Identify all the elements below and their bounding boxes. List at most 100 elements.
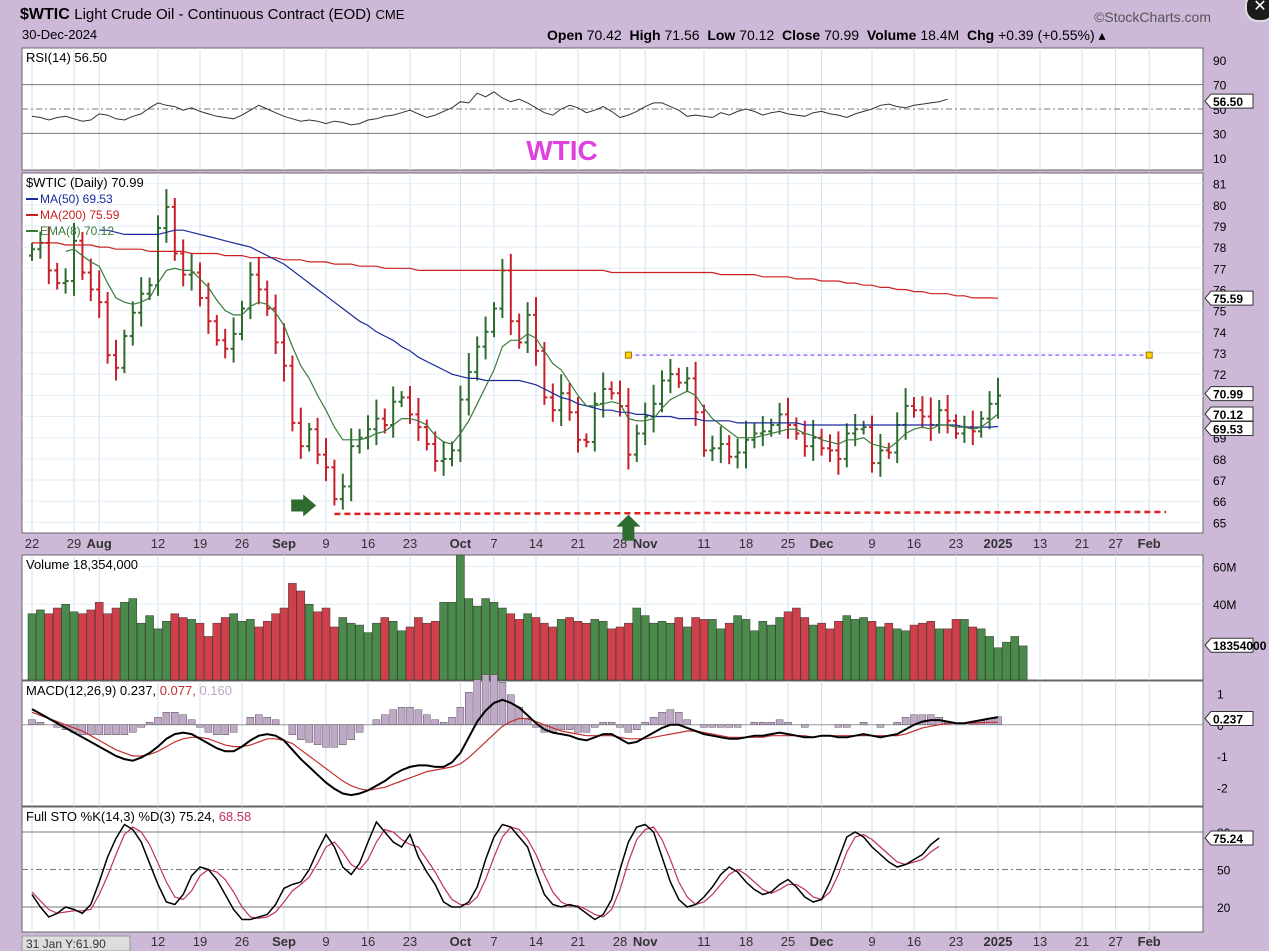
macd-histogram-bar [112,724,120,735]
macd-histogram-bar [204,724,213,733]
macd-histogram-bar [994,716,1002,725]
volume-bar [775,617,784,681]
macd-histogram-bar [649,717,658,725]
macd-histogram-bar [355,724,364,733]
volume-bar [598,621,608,681]
macd-histogram-bar [565,724,574,730]
price-label: 75.59 [1213,292,1243,306]
volume-bar [792,607,801,681]
macd-histogram-bar [145,722,154,725]
rsi-y-tick: 30 [1213,127,1227,141]
volume-bar [716,628,726,681]
price-label-tag [1204,290,1254,306]
macd-histogram-bar [263,717,271,725]
x-tick-label: 19 [193,934,207,949]
volume-bar [346,622,356,681]
macd-histogram-bar [801,724,809,728]
price-title: $WTIC (Daily) 70.99 [26,175,144,190]
volume-bar [834,621,843,681]
volume-bar [69,611,79,681]
volume-bar [78,613,87,681]
overlay-label: WTIC [526,135,598,166]
x-tick-label: 19 [193,536,207,551]
macd-last-value-tag [1204,711,1254,726]
close-icon[interactable]: ✕ [1245,0,1269,22]
macd-histogram-bar [221,724,229,735]
x-tick-label: 14 [529,536,543,551]
volume-bar [111,607,121,681]
price-y-tick: 67 [1213,474,1227,488]
x-tick-label: Feb [1138,934,1161,949]
volume-bar [212,622,222,681]
x-tick-label: 16 [907,536,921,551]
volume-bar [985,636,994,681]
rsi-last-value: 56.50 [1213,95,1243,109]
volume-bar [338,617,348,681]
macd-histogram-bar [523,719,532,725]
volume-title: Volume 18,354,000 [26,557,138,572]
volume-bar [288,583,297,681]
volume-bar [498,607,507,681]
volume-bar [918,622,927,681]
sto-k-line [31,820,940,921]
rsi-title: RSI(14) 56.50 [26,50,107,65]
volume-bar [397,630,406,681]
x-tick-label: 11 [697,536,711,551]
macd-histogram-bar [607,722,616,725]
x-tick-label: 13 [1033,934,1047,949]
resistance-handle [624,351,632,359]
volume-bar [758,621,768,681]
macd-last-value: 0.237 [1213,713,1243,727]
volume-bar [36,609,45,681]
x-tick-label: 18 [739,536,753,551]
legend-entry: EMA(8) 70.12 [40,224,114,238]
macd-signal-value: 0.077, [160,683,200,698]
x-tick-label: Feb [1138,536,1161,551]
macd-histogram-bar [717,724,725,728]
volume-bar [44,613,54,681]
low-label: Low [707,27,736,43]
x-tick-label: Nov [633,536,658,551]
volume-bar [514,619,524,681]
price-label: 70.12 [1213,408,1243,422]
green-arrow-right-icon [291,494,317,517]
volume-bar [447,602,457,681]
volume-value: 18.4M [920,27,960,43]
macd-histogram-bar [196,724,204,728]
x-tick-label: 25 [781,934,795,949]
ohlc-summary: Open 70.42 High 71.56 Low 70.12 Close 70… [547,27,1106,44]
volume-bar [548,626,558,681]
x-tick-label: 9 [868,934,875,949]
volume-bar [867,621,877,681]
x-tick-label: 12 [151,536,165,551]
x-tick-label: Nov [633,934,658,949]
x-tick-label: Oct [450,536,472,551]
price-y-tick: 78 [1213,241,1227,255]
macd-histogram-bar [843,724,851,728]
ma50-line [99,229,999,428]
volume-bar [800,617,810,681]
volume-bar [901,630,910,681]
volume-bar [615,626,625,681]
chg-value: +0.39 (+0.55%) [998,27,1095,43]
macd-histogram-bar [423,714,431,725]
volume-bar [439,602,448,681]
macd-histogram-bar [431,719,439,725]
macd-y-tick: -2 [1217,781,1228,795]
macd-histogram-bar [137,724,145,728]
x-tick-label: 21 [571,934,585,949]
volume-label: Volume [866,27,917,43]
x-tick-label: 16 [361,536,375,551]
volume-last-value-tag [1204,637,1254,653]
macd-title: MACD(12,26,9) 0.237, 0.077, 0.160 [26,683,232,698]
volume-bar [1010,636,1020,681]
volume-bar [414,617,423,681]
macd-histogram-bar [255,714,263,725]
macd-histogram-bar [784,722,792,725]
contract-name: Light Crude Oil - Continuous Contract (E… [74,6,372,23]
macd-hist-value: 0.160 [199,683,232,698]
price-label: 69.53 [1213,422,1243,436]
volume-bar [464,598,474,681]
volume-bar [271,613,280,681]
